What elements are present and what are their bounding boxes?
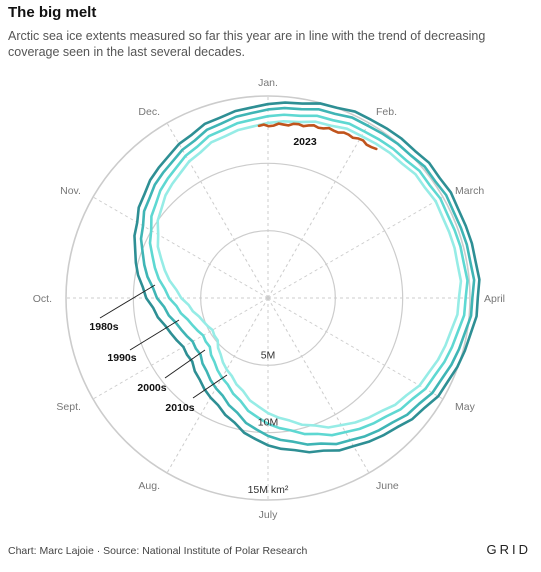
month-label-7: Aug. <box>138 480 160 492</box>
grid-layer <box>65 95 471 501</box>
ring-2 <box>65 95 471 501</box>
leader-2000s <box>164 349 206 379</box>
leader-2010s <box>192 374 228 399</box>
chart-subtitle: Arctic sea ice extents measured so far t… <box>8 29 486 59</box>
spoke-4 <box>267 297 444 400</box>
spoke-1 <box>267 122 370 299</box>
radial-tick-0: 5M <box>261 349 276 361</box>
series-2000s <box>148 113 469 437</box>
month-label-9: Oct. <box>33 293 52 305</box>
month-label-8: Sept. <box>56 401 81 413</box>
leader-1980s <box>99 284 156 319</box>
month-label-0: Jan. <box>258 77 278 89</box>
spoke-11 <box>166 122 269 299</box>
decade-label-2010s: 2010s <box>165 402 194 414</box>
spoke-10 <box>92 196 269 299</box>
month-label-1: Feb. <box>376 106 397 118</box>
spoke-2 <box>267 196 444 299</box>
decade-label-1980s: 1980s <box>89 321 118 333</box>
series-2010s <box>156 120 463 429</box>
series-1980s <box>133 101 481 454</box>
month-label-11: Dec. <box>138 106 160 118</box>
decade-label-2023: 2023 <box>293 136 317 148</box>
chart-title: The big melt <box>8 4 97 21</box>
polar-chart: Jan. Feb. March April May June July Aug. Sept. Oc… <box>33 77 505 521</box>
radial-tick-2: 15M km² <box>248 484 289 496</box>
ring-0 <box>200 230 336 366</box>
series-2023 <box>257 122 378 151</box>
month-label-6: July <box>259 509 278 521</box>
source-credit: Chart: Marc Lajoie · Source: National In… <box>8 545 308 557</box>
month-label-3: April <box>484 293 505 305</box>
spoke-5 <box>267 297 370 474</box>
leader-1990s <box>129 319 180 351</box>
grid-logo: GRID <box>486 542 531 557</box>
label-layer: Jan. Feb. March April May June July Aug. Sept. Oc… <box>33 77 505 521</box>
month-label-4: May <box>455 401 476 413</box>
spoke-8 <box>92 297 269 400</box>
decade-label-1990s: 1990s <box>107 352 136 364</box>
month-label-10: Nov. <box>60 185 81 197</box>
series-layer <box>133 101 481 454</box>
radial-tick-1: 10M <box>258 417 278 429</box>
month-label-5: June <box>376 480 399 492</box>
spoke-7 <box>166 297 269 474</box>
month-label-2: March <box>455 185 484 197</box>
decade-label-2000s: 2000s <box>137 382 166 394</box>
series-1990s <box>139 106 476 446</box>
